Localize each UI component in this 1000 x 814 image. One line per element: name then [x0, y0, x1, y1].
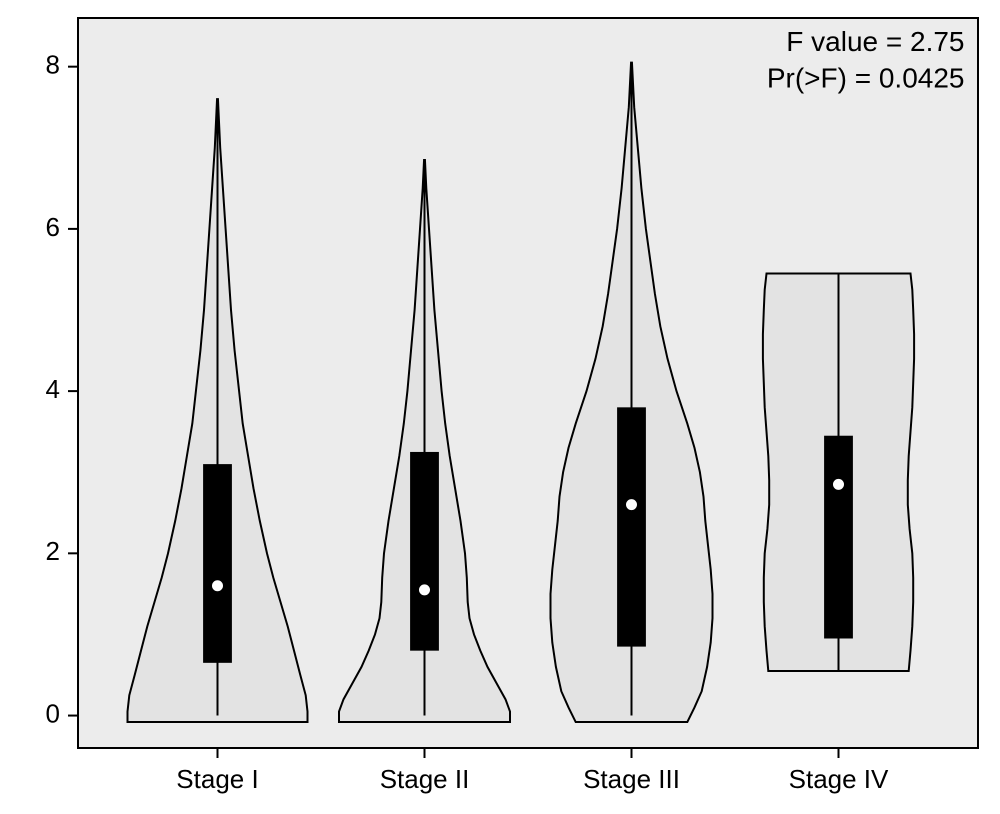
x-tick-label: Stage III	[583, 764, 680, 794]
y-tick-label: 8	[46, 50, 60, 80]
x-tick-label: Stage IV	[789, 764, 889, 794]
violin-median-dot	[626, 499, 638, 511]
violin-box	[410, 452, 439, 651]
y-tick-label: 2	[46, 536, 60, 566]
y-tick-label: 0	[46, 698, 60, 728]
y-tick-label: 4	[46, 374, 60, 404]
violin-4	[763, 274, 914, 671]
x-tick-label: Stage II	[380, 764, 470, 794]
violin-median-dot	[212, 580, 224, 592]
annotation-1: F value = 2.75	[786, 26, 964, 57]
violin-chart: 0 2 4 6 8 Stage I Stage II Stage III Stage IV F v…	[0, 0, 1000, 814]
violin-median-dot	[833, 478, 845, 490]
annotation-2: Pr(>F) = 0.0425	[767, 62, 965, 93]
y-tick-label: 6	[46, 212, 60, 242]
violin-box	[824, 436, 853, 639]
violin-median-dot	[419, 584, 431, 596]
violin-box	[203, 464, 232, 663]
x-tick-label: Stage I	[176, 764, 258, 794]
violin-box	[617, 407, 646, 646]
